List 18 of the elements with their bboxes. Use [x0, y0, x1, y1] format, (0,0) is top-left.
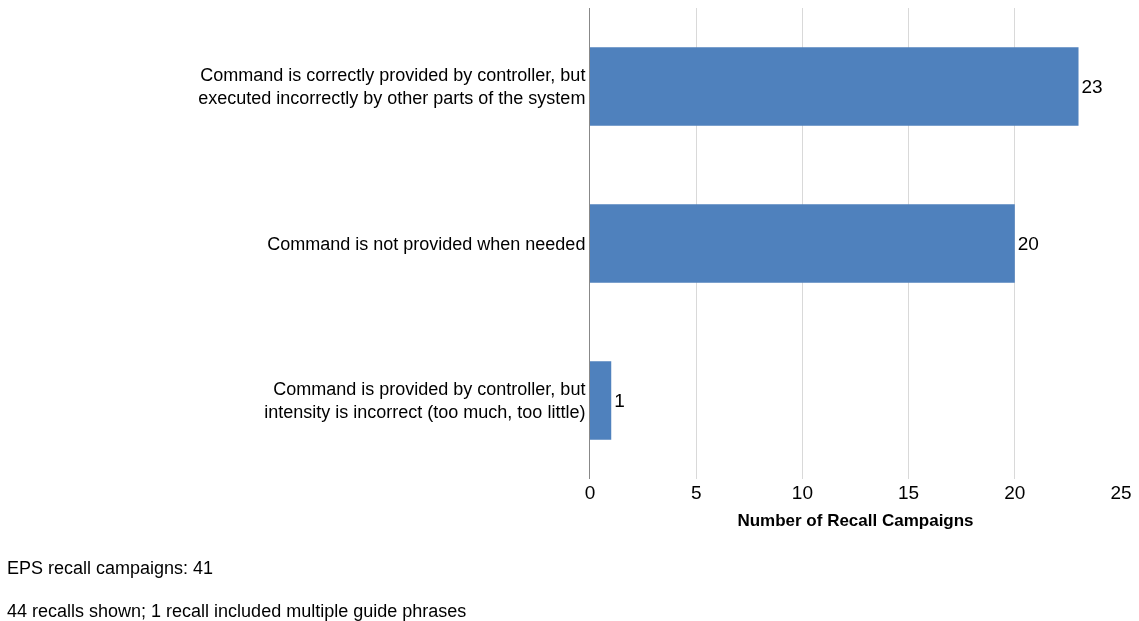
y-tick-label: Command is correctly provided by controller, but executed incorrectly by other parts of the system — [198, 65, 586, 109]
x-tick-label: 0 — [584, 482, 596, 503]
text: EPS recall campaigns: 41 — [7, 558, 214, 578]
bar — [590, 204, 1015, 283]
data-label: 1 — [614, 390, 625, 411]
x-tick-label: 10 — [791, 482, 813, 503]
x-axis-title: Number of Recall Campaigns — [737, 511, 974, 531]
x-tick-label: 15 — [898, 482, 920, 503]
y-tick-label: Command is not provided when needed — [267, 233, 586, 254]
bar — [590, 361, 612, 440]
x-tick-label: 5 — [690, 482, 702, 503]
data-label: 20 — [1017, 233, 1039, 254]
data-label: 23 — [1081, 76, 1103, 97]
text: 44 recalls shown; 1 recall included multiple guide phrases — [7, 601, 467, 621]
x-tick-label: 25 — [1110, 482, 1132, 503]
x-tick-label: 20 — [1004, 482, 1026, 503]
bar — [590, 47, 1079, 126]
y-tick-label: Command is provided by controller, but intensity is incorrect (too much, too little) — [264, 379, 586, 423]
